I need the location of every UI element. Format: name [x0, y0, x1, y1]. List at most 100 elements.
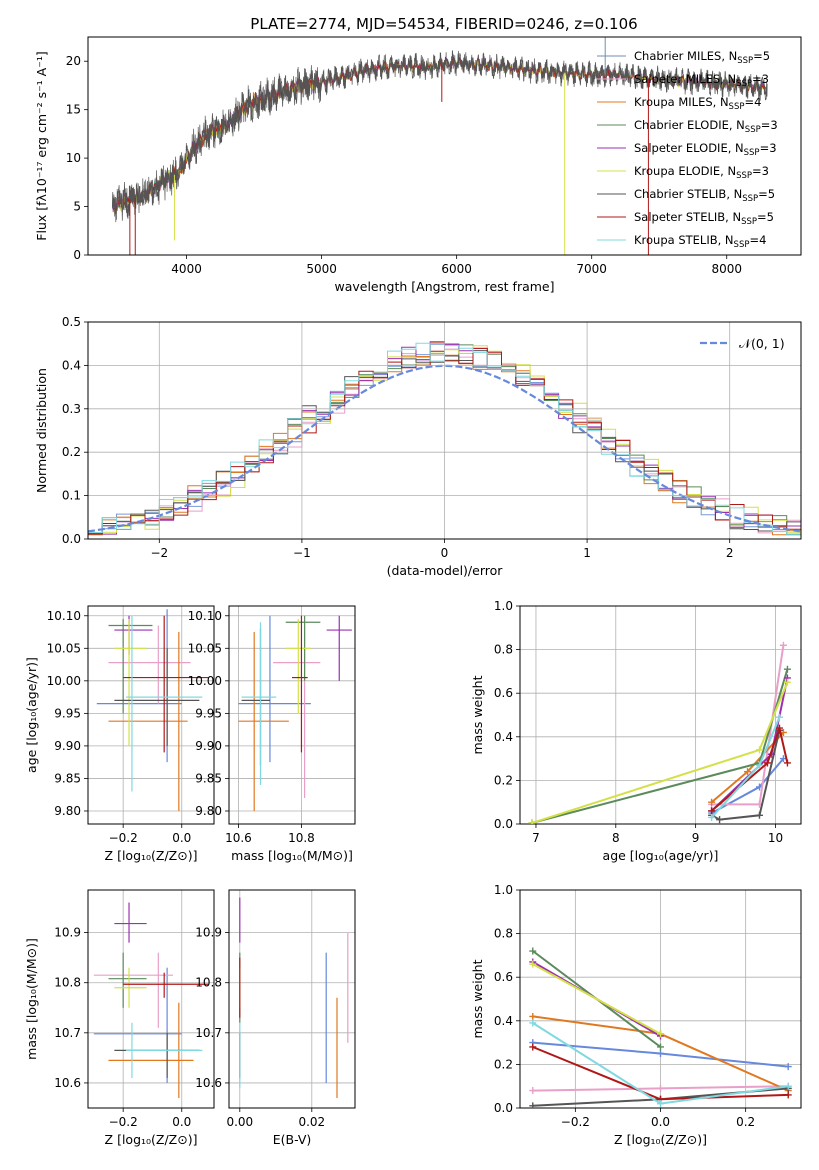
y-axis-label: mass [log₁₀(M/M⊙)]: [24, 938, 39, 1060]
weight-point-marker: [708, 807, 716, 815]
x-tick-label: 0.00: [226, 1115, 253, 1129]
x-tick-label: 5000: [306, 262, 337, 276]
x-tick-label: 10.8: [288, 831, 315, 845]
y-tick-label: 0.0: [494, 1101, 513, 1115]
y-tick-label: 10.10: [47, 609, 81, 623]
weight-series-line: [710, 731, 785, 803]
y-axis-label: Flux [fλ10⁻¹⁷ erg cm⁻² s⁻¹ A⁻¹]: [34, 51, 49, 240]
y-tick-label: 10.6: [195, 1076, 222, 1090]
weight-point-marker: [755, 746, 763, 754]
x-tick-label: 8000: [711, 262, 742, 276]
weight-point-marker: [783, 678, 791, 686]
y-tick-label: 0.0: [62, 532, 81, 546]
errorbars: [239, 897, 349, 1098]
spectrum-lines: [111, 37, 768, 255]
weight-point-marker: [783, 759, 791, 767]
legend-label: Chabrier STELIB, NSSP=5: [634, 187, 775, 204]
y-tick-label: 1.0: [494, 599, 513, 613]
errorbar-point: [93, 952, 173, 1028]
y-tick-label: 10.9: [195, 926, 222, 940]
weight-point-marker: [708, 813, 716, 821]
y-tick-label: 0: [73, 248, 81, 262]
weight-point-marker: [657, 1084, 664, 1092]
residual-hist-panel: −2 −1 0 1 2 0.0 0.1 0.2 0.3 0.4 0.5 (data-model)/er…: [34, 315, 802, 578]
legend-label: Salpeter STELIB, NSSP=5: [634, 210, 774, 227]
axes-frame: [87, 36, 802, 256]
errorbar-point: [126, 615, 203, 792]
x-tick-label: 2: [726, 546, 734, 560]
legend-label: 𝒩(0, 1): [739, 336, 785, 351]
errorbar-point: [108, 619, 153, 714]
y-tick-label: 9.80: [54, 804, 81, 818]
x-axis-label: Z [log₁₀(Z/Z⊙)]: [614, 1132, 707, 1147]
x-tick-label: −0.2: [561, 1115, 590, 1129]
errorbar-point: [241, 622, 277, 785]
errorbar-point: [96, 609, 182, 763]
weight-lines: [529, 947, 792, 1108]
y-axis-label: mass weight: [470, 675, 485, 754]
y-tick-label: 0.4: [494, 1014, 513, 1028]
spectrum-panel: 4000 5000 6000 7000 8000 0 5 10 15 20 wavelength […: [34, 36, 802, 294]
weight-point-marker: [744, 768, 752, 776]
y-tick-label: 1.0: [494, 883, 513, 897]
axes-frame: [87, 321, 802, 540]
weight-point-marker: [784, 1063, 792, 1071]
y-tick-label: 10.8: [195, 976, 222, 990]
weight-point-marker: [657, 1100, 664, 1108]
axes-frame: [228, 889, 356, 1109]
x-tick-label: 9: [692, 831, 700, 845]
weight-point-marker: [529, 1102, 537, 1108]
weight-point-marker: [779, 641, 787, 649]
y-tick-label: 9.85: [195, 771, 222, 785]
weight-point-marker: [529, 960, 537, 968]
x-tick-label: −2: [150, 546, 168, 560]
y-tick-label: 0.8: [494, 643, 513, 657]
x-tick-label: −0.2: [109, 831, 138, 845]
y-tick-label: 5: [73, 200, 81, 214]
y-tick-label: 9.90: [195, 739, 222, 753]
weight-point-marker: [775, 724, 783, 732]
weight-point-marker: [716, 816, 724, 824]
legend-label: Chabrier MILES, NSSP=5: [634, 49, 770, 66]
axes-frame: [228, 605, 356, 825]
y-tick-label: 0.6: [494, 970, 513, 984]
x-tick-label: 0.0: [172, 831, 191, 845]
y-tick-label: 0.2: [494, 773, 513, 787]
y-tick-label: 10.7: [54, 1026, 81, 1040]
y-tick-label: 0.2: [494, 1057, 513, 1071]
legend-label: Salpeter ELODIE, NSSP=3: [634, 141, 777, 158]
errorbar-point: [114, 967, 147, 1008]
weight-point-marker: [657, 1043, 664, 1051]
errorbars: [93, 902, 209, 1098]
spectrum-series-line: [111, 49, 768, 223]
weight-series-line: [711, 730, 781, 821]
weight-point-marker: [784, 1082, 792, 1090]
legend-label: Kroupa ELODIE, NSSP=3: [634, 164, 769, 181]
x-axis-label: mass [log₁₀(M/M⊙)]: [231, 848, 353, 863]
errorbar-point: [123, 972, 209, 998]
weight-point-marker: [755, 761, 763, 769]
weight-point-marker: [657, 1030, 664, 1038]
errorbar-point: [285, 619, 311, 714]
y-tick-label: 0.3: [62, 402, 81, 416]
y-axis-label: age [log₁₀(age/yr)]: [24, 657, 39, 773]
weight-series-line: [531, 681, 789, 824]
legend-label: Kroupa MILES, NSSP=4: [634, 95, 761, 112]
y-tick-label: 10.10: [188, 609, 222, 623]
weight-point-marker: [775, 713, 783, 721]
errorbar-point: [238, 615, 311, 763]
weight-point-marker: [529, 1019, 537, 1027]
weight-series-line: [532, 963, 661, 1035]
mass-vs-EBV-panel: 0.00 0.02 10.6 10.7 10.8 10.9 E(B-V): [195, 889, 356, 1147]
weight-point-marker: [528, 819, 536, 824]
errorbar-point: [114, 615, 153, 655]
age-vs-mass-panel: 10.6 10.8 9.80 9.85 9.90 9.95 10.00 10.05 10.10 m…: [188, 605, 356, 863]
x-axis-label: wavelength [Angstrom, rest frame]: [334, 279, 554, 294]
weight-point-marker: [657, 1050, 664, 1057]
errorbars: [238, 615, 352, 811]
axes-frame: [519, 605, 802, 825]
x-tick-label: 4000: [171, 262, 202, 276]
y-tick-label: 10.05: [47, 641, 81, 655]
